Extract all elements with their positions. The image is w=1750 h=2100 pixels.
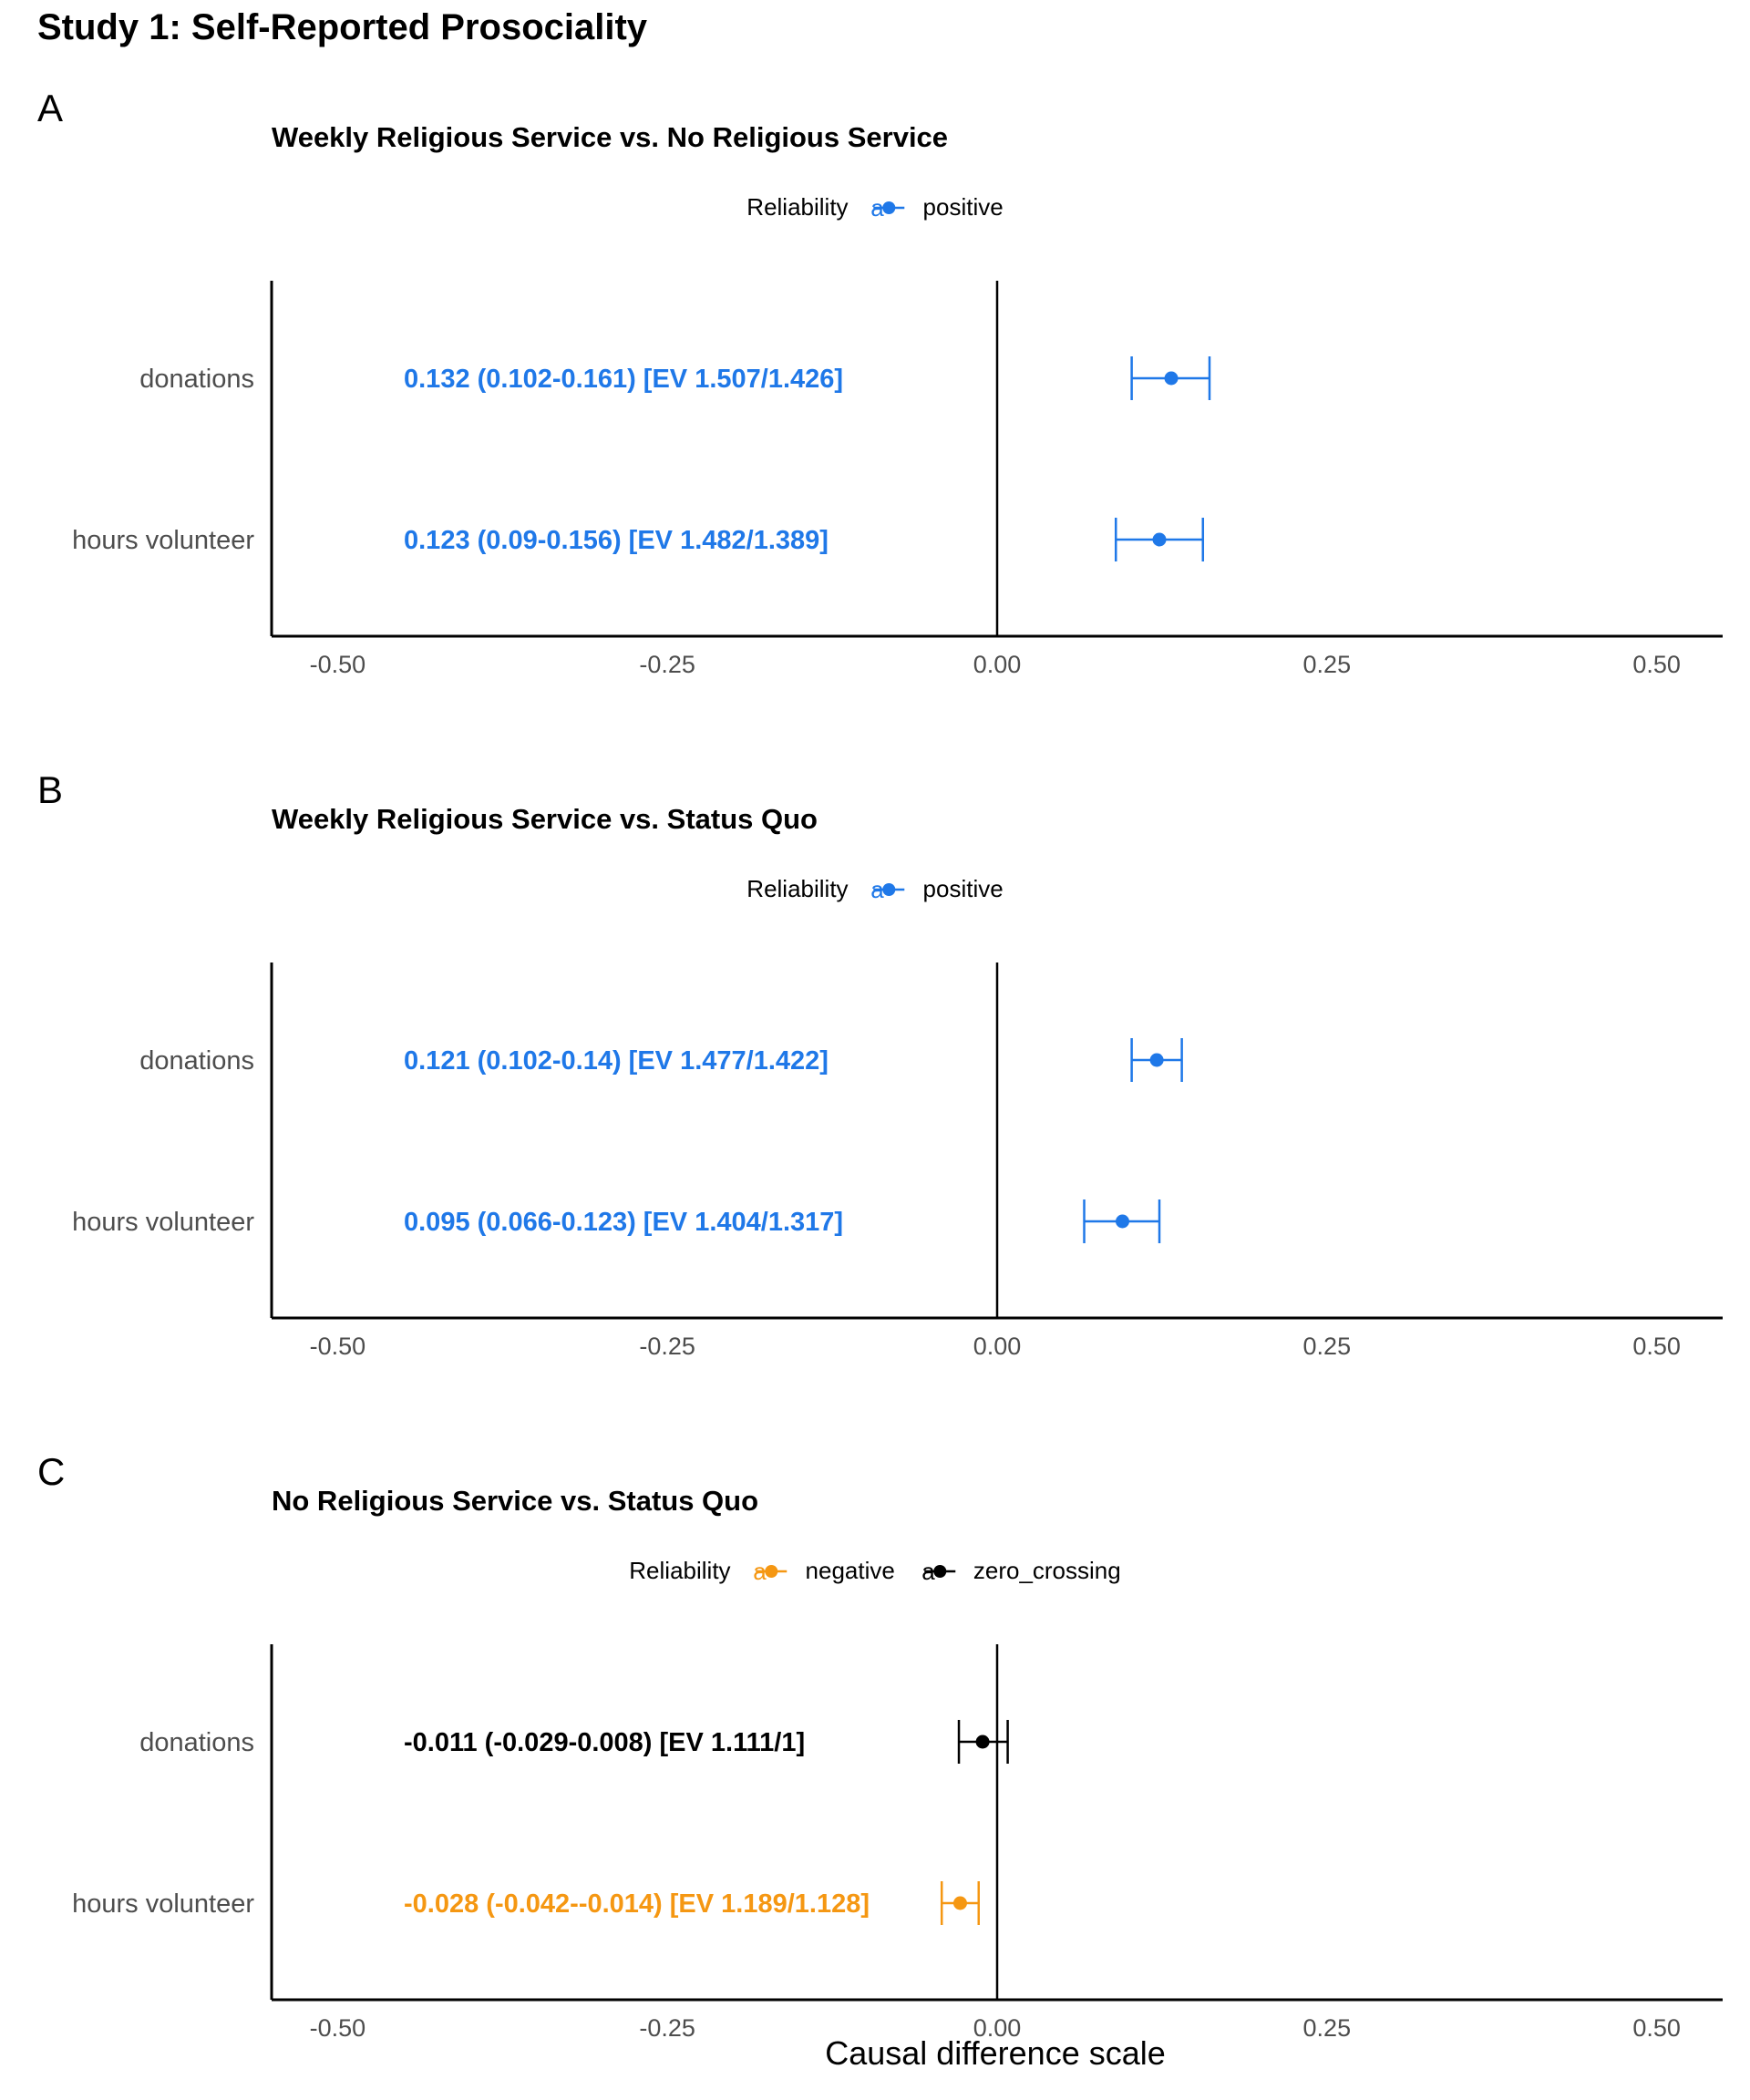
legend-label: negative xyxy=(805,1557,895,1584)
estimate-point xyxy=(1149,1053,1164,1067)
estimate-point xyxy=(1115,1214,1129,1229)
estimate-point xyxy=(1152,532,1167,547)
x-tick-label: 0.00 xyxy=(973,1333,1022,1360)
panel-title-b: Weekly Religious Service vs. Status Quo xyxy=(272,803,818,835)
legend-b: Reliability a positive xyxy=(0,875,1750,911)
x-tick-label: -0.25 xyxy=(639,2014,695,2042)
forest-plot-a: -0.50 -0.25 0.00 0.25 0.50 donations 0.132 (0.… xyxy=(72,281,1723,678)
y-tick-label: hours volunteer xyxy=(72,1889,254,1919)
svg-text:a: a xyxy=(754,1558,767,1585)
y-tick-label: donations xyxy=(139,1728,254,1757)
svg-text:a: a xyxy=(871,194,885,221)
legend-key-symbol: a xyxy=(871,876,905,903)
legend-item-positive: a positive xyxy=(870,875,1004,903)
legend-item-positive: a positive xyxy=(870,193,1004,221)
x-tick-label: -0.25 xyxy=(639,1333,695,1360)
legend-label: zero_crossing xyxy=(973,1557,1121,1584)
y-tick-label: donations xyxy=(139,1046,254,1076)
legend-key-symbol: a xyxy=(754,1558,788,1585)
legend-label: positive xyxy=(922,193,1004,221)
x-tick-label: 0.25 xyxy=(1303,1333,1352,1360)
forest-plot-c: -0.50 -0.25 0.00 0.25 0.50 donations -0.011 (-… xyxy=(72,1644,1723,2042)
panel-letter-b: B xyxy=(37,768,64,811)
legend-item-negative: a negative xyxy=(753,1557,895,1585)
svg-text:a: a xyxy=(921,1558,935,1585)
x-tick-label: -0.50 xyxy=(310,1333,366,1360)
figure-title: Study 1: Self-Reported Prosociality xyxy=(37,7,648,47)
legend-c: Reliability a negative a zero_crossing xyxy=(0,1557,1750,1593)
x-tick-label: -0.50 xyxy=(310,651,366,678)
y-tick-label: donations xyxy=(139,365,254,394)
legend-title-c: Reliability xyxy=(629,1557,731,1584)
legend-a: Reliability a positive xyxy=(0,193,1750,230)
panel-title-c: No Religious Service vs. Status Quo xyxy=(272,1485,759,1517)
panel-letter-a: A xyxy=(37,87,64,129)
legend-label: positive xyxy=(922,875,1004,902)
estimate-label: 0.123 (0.09-0.156) [EV 1.482/1.389] xyxy=(404,526,829,555)
legend-key-symbol: a xyxy=(921,1558,955,1585)
y-tick-label: hours volunteer xyxy=(72,1208,254,1237)
estimate-point xyxy=(952,1896,967,1910)
forest-plot-b: -0.50 -0.25 0.00 0.25 0.50 donations 0.121 (0.… xyxy=(72,962,1723,1360)
x-tick-label: -0.50 xyxy=(310,2014,366,2042)
estimate-label: 0.132 (0.102-0.161) [EV 1.507/1.426] xyxy=(404,365,843,394)
legend-title-b: Reliability xyxy=(746,875,849,902)
x-tick-label: 0.25 xyxy=(1303,651,1352,678)
panel-title-a: Weekly Religious Service vs. No Religiou… xyxy=(272,121,949,153)
estimate-point xyxy=(975,1735,990,1749)
estimate-label: -0.011 (-0.029-0.008) [EV 1.111/1] xyxy=(404,1728,805,1757)
panel-letter-c: C xyxy=(37,1450,66,1493)
y-tick-label: hours volunteer xyxy=(72,526,254,555)
x-axis-title: Causal difference scale xyxy=(825,2034,1166,2072)
x-tick-label: 0.50 xyxy=(1632,651,1681,678)
legend-title-a: Reliability xyxy=(746,193,849,221)
x-tick-label: 0.00 xyxy=(973,2014,1022,2042)
legend-key-symbol: a xyxy=(871,194,905,221)
estimate-label: -0.028 (-0.042--0.014) [EV 1.189/1.128] xyxy=(404,1889,870,1919)
x-tick-label: 0.00 xyxy=(973,651,1022,678)
x-tick-label: 0.50 xyxy=(1632,1333,1681,1360)
x-tick-label: -0.25 xyxy=(639,651,695,678)
estimate-point xyxy=(1164,371,1179,386)
x-tick-label: 0.25 xyxy=(1303,2014,1352,2042)
svg-text:a: a xyxy=(871,876,885,903)
x-tick-label: 0.50 xyxy=(1632,2014,1681,2042)
legend-item-zero-crossing: a zero_crossing xyxy=(921,1557,1121,1585)
estimate-label: 0.121 (0.102-0.14) [EV 1.477/1.422] xyxy=(404,1046,829,1076)
estimate-label: 0.095 (0.066-0.123) [EV 1.404/1.317] xyxy=(404,1208,843,1237)
